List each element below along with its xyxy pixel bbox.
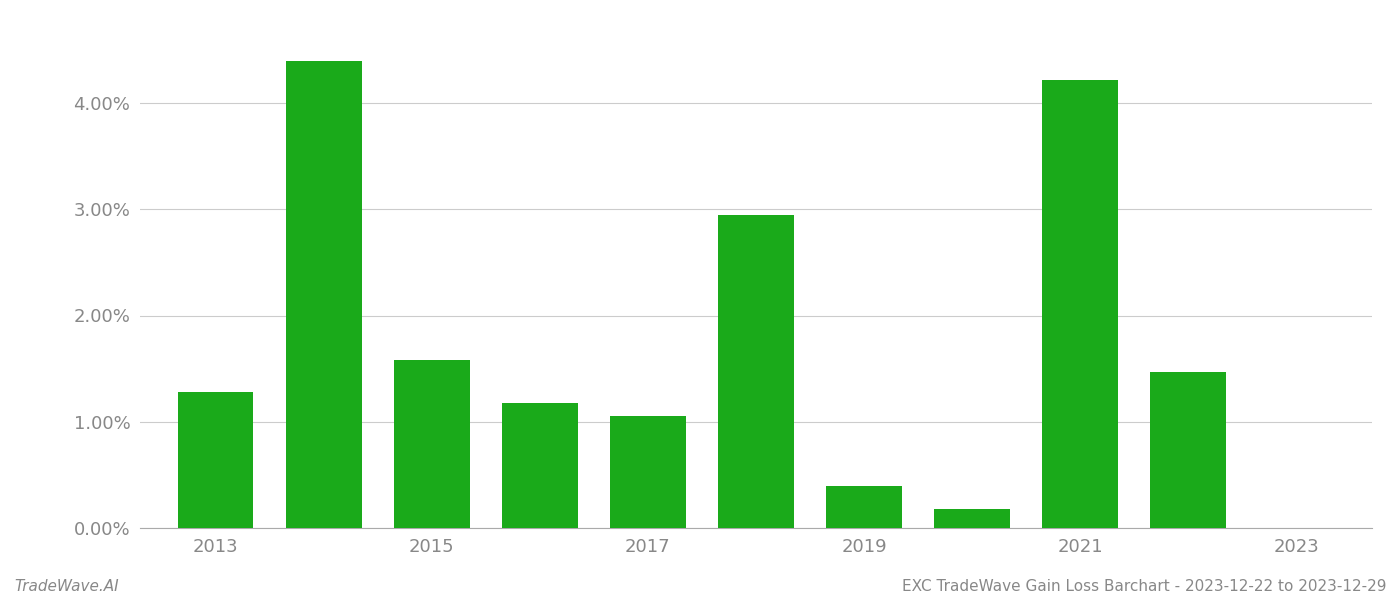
Bar — [178, 392, 253, 528]
Bar — [286, 61, 361, 528]
Bar — [393, 360, 469, 528]
Bar — [503, 403, 578, 528]
Text: EXC TradeWave Gain Loss Barchart - 2023-12-22 to 2023-12-29: EXC TradeWave Gain Loss Barchart - 2023-… — [902, 579, 1386, 594]
Bar — [1043, 80, 1119, 528]
Bar — [718, 215, 794, 528]
Bar — [934, 509, 1009, 528]
Bar — [610, 416, 686, 528]
Bar — [826, 485, 902, 528]
Bar — [1151, 372, 1226, 528]
Text: TradeWave.AI: TradeWave.AI — [14, 579, 119, 594]
